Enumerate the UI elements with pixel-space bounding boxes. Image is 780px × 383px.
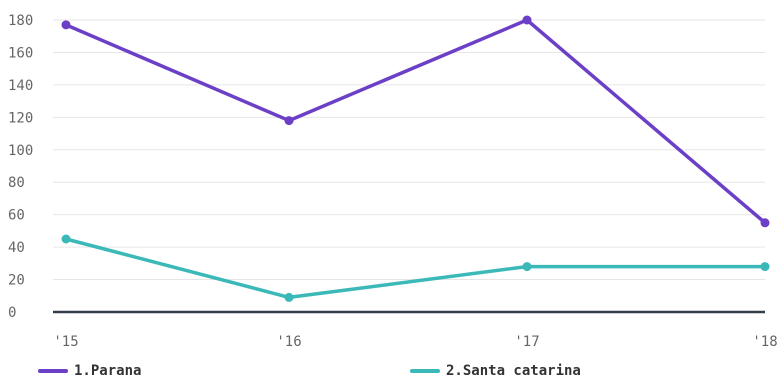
data-point (522, 15, 532, 25)
y-tick-label: 60 (8, 208, 25, 224)
y-tick-label: 40 (8, 240, 25, 256)
x-tick-label: '17 (514, 334, 539, 350)
x-tick-label: '15 (53, 334, 78, 350)
y-tick-label: 140 (8, 78, 33, 94)
line-chart: 0 20 40 60 80 100 120 140 160 180 '15 '16 '17 '18 (8, 13, 778, 350)
y-tick-label: 120 (8, 110, 33, 126)
series-line (64, 18, 767, 225)
data-point (522, 262, 532, 272)
legend-swatch-santa-catarina (410, 369, 440, 373)
data-point (61, 234, 71, 244)
legend: 1.Parana 2.Santa catarina (0, 363, 780, 383)
data-point (284, 116, 294, 126)
data-point (284, 292, 294, 302)
y-tick-label: 180 (8, 13, 33, 29)
legend-label-santa-catarina: 2.Santa catarina (446, 363, 581, 379)
data-point (760, 218, 770, 228)
data-point (61, 20, 71, 30)
y-tick-label: 160 (8, 45, 33, 61)
series-line (64, 237, 767, 300)
y-tick-label: 0 (8, 305, 16, 321)
legend-item-parana[interactable]: 1.Parana (38, 363, 141, 379)
legend-label-parana: 1.Parana (74, 363, 142, 379)
y-tick-label: 100 (8, 143, 33, 159)
data-point (760, 262, 770, 272)
x-tick-label: '16 (276, 334, 301, 350)
x-tick-label: '18 (752, 334, 777, 350)
legend-swatch-parana (38, 369, 68, 373)
y-tick-label: 20 (8, 273, 25, 289)
y-tick-label: 80 (8, 175, 25, 191)
legend-item-santa-catarina[interactable]: 2.Santa catarina (410, 363, 581, 379)
